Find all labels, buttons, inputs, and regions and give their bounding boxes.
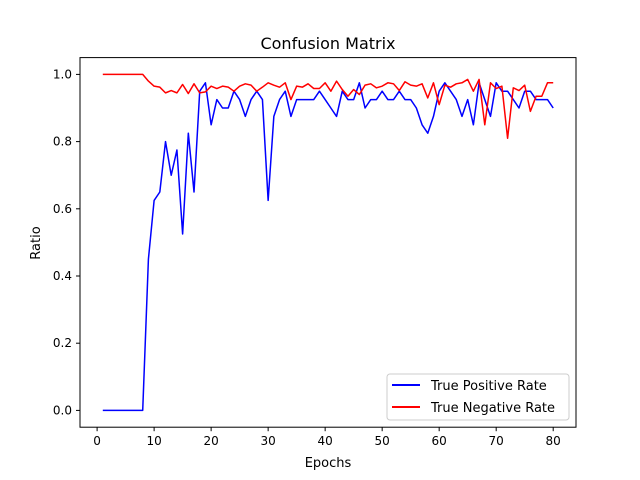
y-tick-label: 0.4 (53, 269, 72, 283)
legend: True Positive Rate True Negative Rate (386, 373, 570, 421)
y-tick-label: 0.8 (53, 135, 72, 149)
axis-ticks: 0 10 20 30 40 50 60 70 80 0.0 0.2 0.4 0.6 0.8 1.0 (53, 67, 561, 448)
y-axis-label: Ratio (29, 226, 44, 259)
legend-label-true-positive: True Positive Rate (430, 379, 547, 394)
y-tick-label: 0.2 (53, 336, 72, 350)
x-tick-label: 40 (318, 434, 333, 448)
x-axis-label: Epochs (305, 456, 352, 471)
series-line-true-positive-rate (102, 82, 554, 412)
x-tick-label: 30 (260, 434, 275, 448)
legend-box (386, 373, 570, 421)
chart-title: Confusion Matrix (260, 34, 395, 53)
legend-label-true-negative: True Negative Rate (430, 401, 555, 416)
x-tick-label: 50 (375, 434, 390, 448)
axes-frame (79, 57, 577, 428)
x-tick-label: 20 (203, 434, 218, 448)
y-tick-label: 0.0 (53, 403, 72, 417)
y-tick-label: 1.0 (53, 67, 72, 81)
series-line-true-negative-rate (102, 73, 554, 139)
x-tick-label: 70 (489, 434, 504, 448)
plot-area (102, 73, 554, 412)
x-tick-label: 60 (432, 434, 447, 448)
x-tick-label: 10 (146, 434, 161, 448)
y-tick-label: 0.6 (53, 202, 72, 216)
x-tick-label: 80 (546, 434, 561, 448)
x-tick-label: 0 (93, 434, 101, 448)
